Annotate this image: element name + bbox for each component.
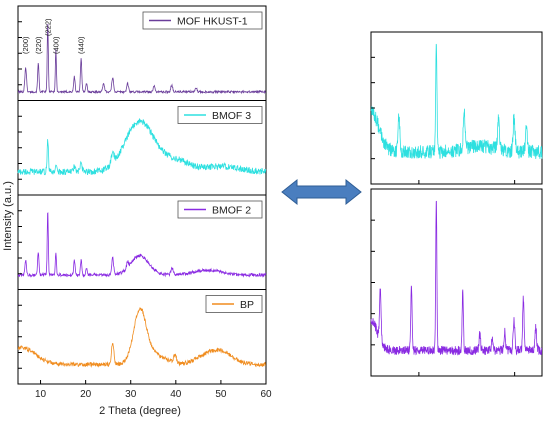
peak-label: (440) [77, 36, 86, 54]
x-tick-label: 40 [170, 389, 182, 400]
zoom-panel-1 [370, 31, 543, 185]
peak-label: (200) [21, 36, 30, 54]
series-line-mof-hkust-1 [17, 23, 266, 95]
legend-label: BP [240, 299, 254, 311]
peak-label: (400) [51, 36, 60, 54]
legend-label: BMOF 2 [212, 205, 251, 217]
panel-frame [370, 31, 543, 185]
legend-label: BMOF 3 [212, 110, 251, 122]
legend-mof-hkust-1: MOF HKUST-1 [142, 11, 263, 30]
stacked-xrd-chart: MOF HKUST-1 (200) (220)(222)(400) (440) BMOF… [17, 5, 272, 400]
panel-mof-hkust-1: MOF HKUST-1 (200) (220)(222)(400) (440) [17, 5, 267, 101]
x-tick-label: 20 [80, 389, 92, 400]
zoomed-xrd-chart [370, 31, 543, 377]
legend-label: MOF HKUST-1 [177, 16, 248, 28]
panel-bmof-3: BMOF 3 [17, 100, 267, 196]
series-line-zoom-purple [370, 200, 543, 356]
series-line-bmof-3 [17, 118, 267, 176]
legend-frame [177, 106, 263, 124]
panel-bmof-2: BMOF 2 [17, 194, 267, 290]
legend-bp: BP [205, 295, 263, 313]
series-line-zoom-cyan [370, 43, 543, 160]
peak-label: (222) [43, 18, 52, 36]
x-tick-label: 50 [215, 389, 227, 400]
peak-label: (220) [34, 36, 43, 54]
panel-bp: BP [17, 289, 267, 385]
arrow-shape [281, 178, 362, 206]
legend-frame [177, 200, 263, 219]
x-tick-label: 30 [125, 389, 137, 400]
x-tick-label: 10 [35, 389, 47, 400]
x-tick-label: 60 [260, 389, 272, 400]
legend-bmof-2: BMOF 2 [177, 200, 263, 219]
legend-bmof-3: BMOF 3 [177, 106, 263, 124]
legend-frame [142, 11, 263, 30]
x-axis-label: 2 Theta (degree) [99, 405, 181, 417]
series-line-bmof-2 [17, 212, 267, 278]
series-line-bp [17, 307, 266, 368]
y-axis-label: Intensity (a.u.) [2, 181, 14, 251]
zoom-panel-2 [370, 188, 543, 377]
double-headed-arrow-icon [281, 178, 362, 206]
